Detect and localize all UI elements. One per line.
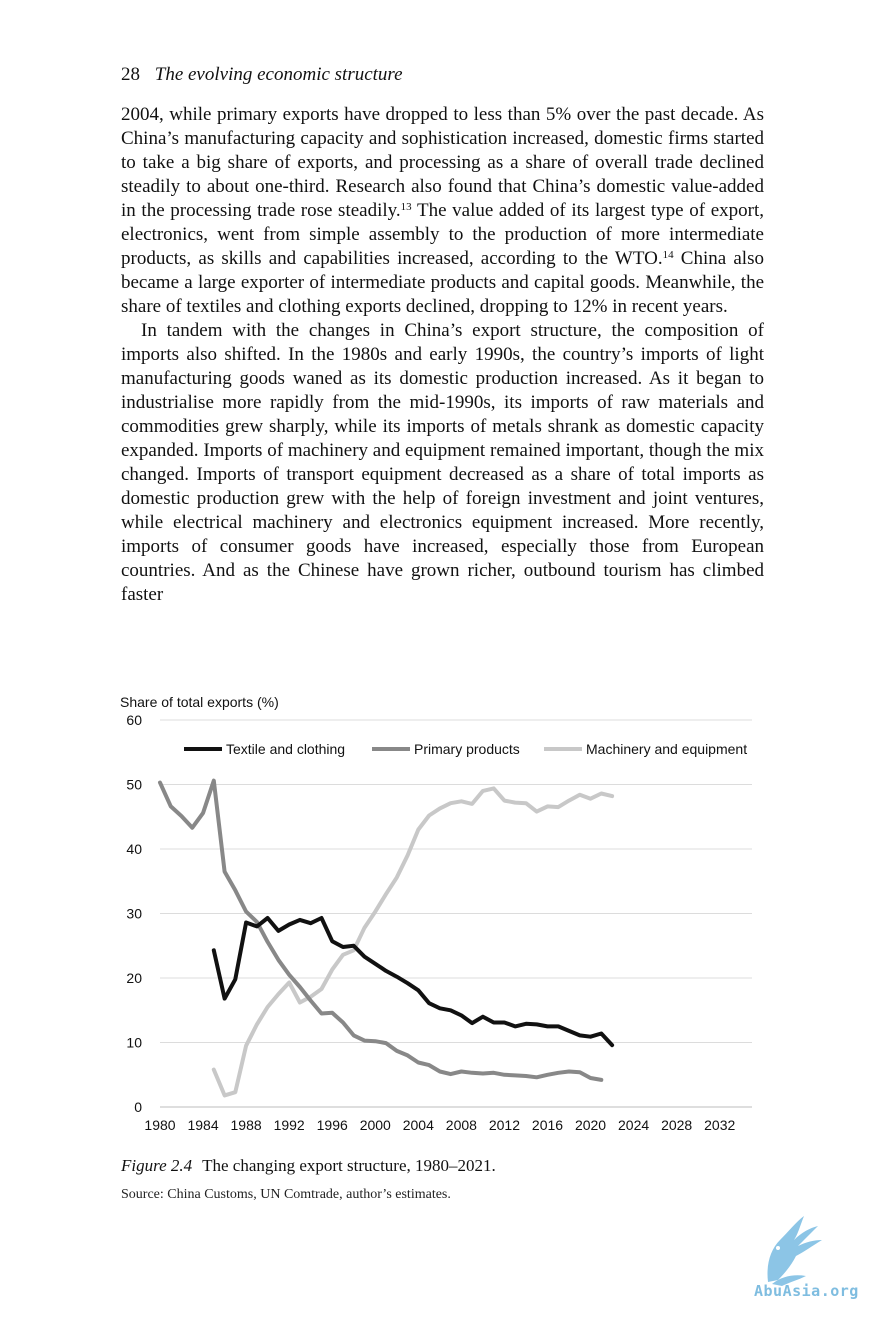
- figure-label: Figure 2.4: [121, 1156, 193, 1175]
- x-tick-label-2028: 2028: [661, 1117, 692, 1133]
- y-tick-label-30: 30: [126, 906, 142, 922]
- paragraph-1-part-b: The value added of its largest type of e…: [121, 200, 764, 269]
- x-tick-label-1984: 1984: [187, 1117, 218, 1133]
- x-tick-label-1996: 1996: [317, 1117, 348, 1133]
- legend-label-textile-and-clothing: Textile and clothing: [226, 741, 345, 757]
- x-tick-label-1980: 1980: [144, 1117, 175, 1133]
- y-tick-label-50: 50: [126, 777, 142, 793]
- series-line-textile-and-clothing: [211, 916, 615, 1048]
- figure-source: Source: China Customs, UN Comtrade, auth…: [121, 1187, 451, 1202]
- footnote-ref-13[interactable]: 13: [400, 201, 412, 213]
- page-number: 28: [121, 64, 140, 85]
- y-tick-label-20: 20: [126, 970, 142, 986]
- x-tick-label-2012: 2012: [489, 1117, 520, 1133]
- watermark: AbuAsia.org: [748, 1210, 885, 1310]
- bird-logo-icon: [767, 1216, 822, 1286]
- export-structure-chart: Share of total exports (%) 0 10 20 30 40 50 60 1…: [120, 694, 752, 1133]
- x-tick-label-2024: 2024: [618, 1117, 649, 1133]
- y-axis-title: Share of total exports (%): [120, 694, 279, 710]
- series-line-primary-products: [158, 778, 604, 1082]
- chapter-title: The evolving economic structure: [154, 64, 403, 85]
- paragraph-1: 2004, while primary exports have dropped…: [121, 103, 764, 319]
- x-tick-label-2008: 2008: [446, 1117, 477, 1133]
- x-tick-label-1988: 1988: [231, 1117, 262, 1133]
- series-line-machinery-and-equipment: [211, 786, 615, 1098]
- paragraph-2: In tandem with the changes in China’s ex…: [121, 320, 764, 605]
- legend-label-machinery-and-equipment: Machinery and equipment: [586, 741, 747, 757]
- watermark-text: AbuAsia.org: [754, 1282, 859, 1300]
- x-tick-label-1992: 1992: [274, 1117, 305, 1133]
- y-tick-label-0: 0: [134, 1099, 142, 1115]
- x-tick-label-2000: 2000: [360, 1117, 391, 1133]
- y-tick-label-10: 10: [126, 1035, 142, 1051]
- x-tick-label-2004: 2004: [403, 1117, 434, 1133]
- x-tick-label-2016: 2016: [532, 1117, 563, 1133]
- y-tick-label-60: 60: [126, 712, 142, 728]
- body-text: 2004, while primary exports have dropped…: [121, 103, 764, 607]
- x-tick-label-2020: 2020: [575, 1117, 606, 1133]
- running-head: 28 The evolving economic structure: [121, 64, 403, 86]
- y-tick-label-40: 40: [126, 841, 142, 857]
- legend-label-primary-products: Primary products: [414, 741, 520, 757]
- figure-caption-text: The changing export structure, 1980–2021…: [202, 1156, 496, 1175]
- figure-caption: Figure 2.4 The changing export structure…: [121, 1156, 496, 1176]
- paragraph-1-part-c: China also became a large exporter of in…: [121, 248, 764, 317]
- footnote-ref-14[interactable]: 14: [662, 249, 674, 261]
- paragraph-1-part-a: 2004, while primary exports have dropped…: [121, 104, 764, 221]
- x-tick-label-2032: 2032: [704, 1117, 735, 1133]
